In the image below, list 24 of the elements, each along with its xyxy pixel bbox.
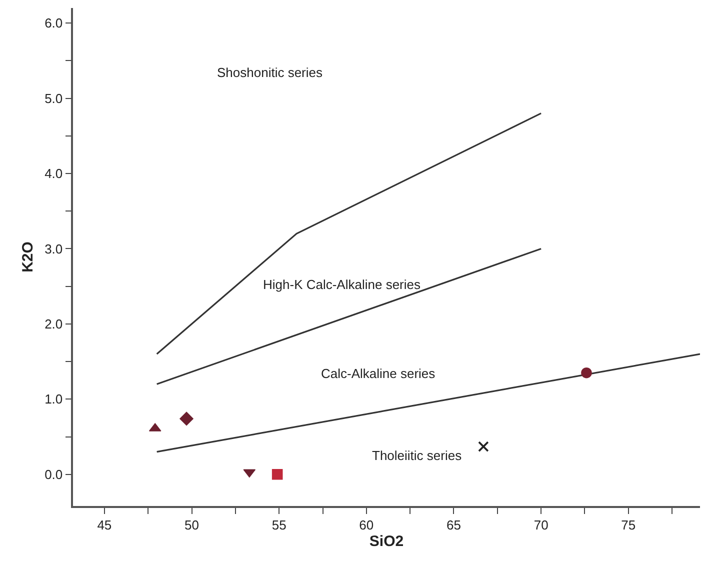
x-tick-label: 50	[184, 517, 199, 532]
x-tick-label: 45	[97, 517, 112, 532]
x-tick-label: 60	[359, 517, 374, 532]
annotation: Shoshonitic series	[217, 65, 323, 80]
y-tick-label: 0.0	[44, 466, 63, 482]
x-tick-label: 55	[272, 517, 286, 532]
annotation: Tholeiitic series	[372, 448, 462, 463]
y-tick-label: 4.0	[44, 166, 63, 182]
x-tick-label: 65	[446, 517, 461, 532]
point	[180, 412, 194, 426]
point	[581, 367, 592, 378]
y-axis-title: K2O	[19, 241, 36, 272]
y-tick-label: 5.0	[44, 90, 63, 106]
y-tick-label: 6.0	[44, 16, 63, 31]
x-axis-title: SiO2	[369, 532, 404, 550]
y-tick-label: 1.0	[44, 392, 63, 407]
point	[272, 469, 283, 480]
point	[478, 441, 489, 452]
y-tick-label: 3.0	[44, 241, 63, 256]
x-tick-label: 75	[621, 517, 636, 532]
y-tick-label: 2.0	[44, 316, 63, 332]
x-tick-label: 70	[534, 517, 548, 532]
annotation: High-K Calc-Alkaline series	[263, 277, 421, 292]
annotation: Calc-Alkaline series	[321, 366, 436, 381]
